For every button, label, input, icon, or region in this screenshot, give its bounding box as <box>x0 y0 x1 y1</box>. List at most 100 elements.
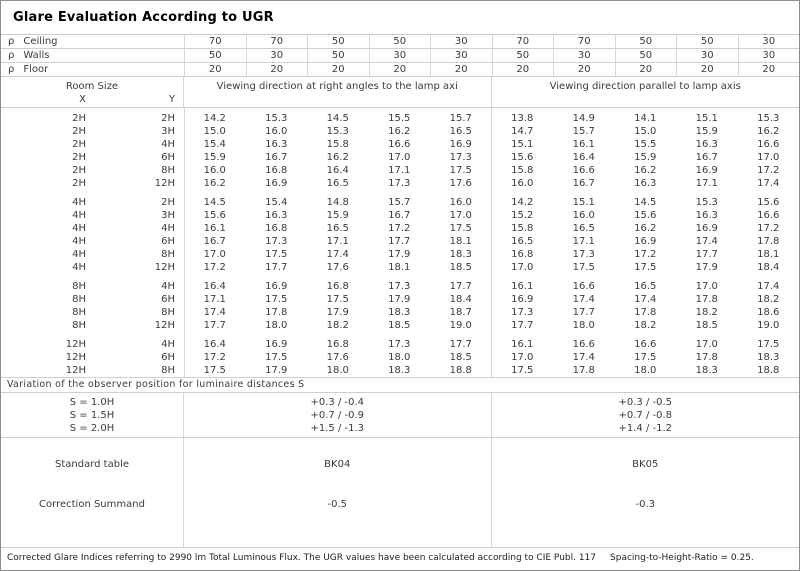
ugr-value: 18.1 <box>757 249 780 260</box>
ugr-value: 17.1 <box>572 236 595 247</box>
ugr-value: 16.5 <box>326 178 349 189</box>
reflectance-value: 70 <box>553 35 615 48</box>
reflectance-value: 20 <box>368 63 431 76</box>
ugr-value: 18.2 <box>326 320 349 331</box>
ugr-value: 17.5 <box>265 294 288 305</box>
ugr-value: 16.8 <box>265 165 288 176</box>
ugr-value: 16.9 <box>265 178 288 189</box>
ugr-value: 16.8 <box>326 281 349 292</box>
ugr-row: 12H 6H 17.2 17.5 17.6 18.0 18.5 17.0 17.4 17.5 17.… <box>1 351 799 364</box>
ugr-row: 8H 8H 17.4 17.8 17.9 18.3 18.7 17.3 17.7 17.8 18.2… <box>1 306 799 319</box>
ugr-value: 18.0 <box>265 320 288 331</box>
ugr-row: 4H 4H 16.1 16.8 16.5 17.2 17.5 15.8 16.5 16.2 16.9… <box>1 222 799 235</box>
right-group-header: Viewing direction parallel to lamp axis <box>549 81 741 92</box>
column-divider-middle <box>491 108 492 377</box>
ugr-value: 17.2 <box>634 249 657 260</box>
ugr-value: 16.6 <box>634 339 657 350</box>
summary-right-column: BK05 -0.3 <box>492 438 800 547</box>
standard-table-left-value: BK04 <box>324 459 351 470</box>
ugr-value: 17.4 <box>757 281 780 292</box>
reflectance-value: 30 <box>737 49 800 62</box>
ugr-value: 17.6 <box>326 352 349 363</box>
summary-label-column: Standard table Correction Summand <box>1 438 184 547</box>
room-size-x: 4H <box>72 210 86 221</box>
ugr-value: 18.3 <box>388 365 411 376</box>
ugr-value: 15.0 <box>203 126 226 137</box>
ugr-value: 17.0 <box>695 281 718 292</box>
table-header: Room Size X Y Viewing direction at right… <box>1 77 799 108</box>
ugr-value: 15.6 <box>203 210 226 221</box>
ugr-value: 18.5 <box>449 262 472 273</box>
ugr-block: 8H 4H 16.4 16.9 16.8 17.3 17.7 16.1 16.6 16.5 17.0… <box>1 280 799 332</box>
s-variation-left-value: +0.7 / -0.9 <box>310 410 365 421</box>
ugr-value: 16.6 <box>757 139 780 150</box>
ugr-value: 17.7 <box>449 339 472 350</box>
ugr-value: 14.8 <box>326 197 349 208</box>
ugr-value: 17.3 <box>511 307 534 318</box>
reflectance-value: 50 <box>307 35 369 48</box>
ugr-value: 18.0 <box>572 320 595 331</box>
room-size-x: 2H <box>72 139 86 150</box>
ugr-value: 17.2 <box>203 352 226 363</box>
ugr-value: 16.5 <box>511 236 534 247</box>
reflectance-row: ρ Ceiling 70 70 50 50 30 70 70 50 50 30 <box>1 35 799 49</box>
ugr-value: 17.8 <box>572 365 595 376</box>
ugr-value: 17.2 <box>388 223 411 234</box>
ugr-value: 17.7 <box>511 320 534 331</box>
reflectance-value: 70 <box>184 35 246 48</box>
ugr-value: 16.3 <box>695 139 718 150</box>
reflectance-value: 20 <box>184 63 246 76</box>
summary-left-column: BK04 -0.5 <box>184 438 492 547</box>
s-variation-right-value: +0.3 / -0.5 <box>618 397 673 408</box>
room-size-x: 12H <box>65 339 86 350</box>
reflectance-value: 20 <box>553 63 615 76</box>
ugr-value: 16.7 <box>695 152 718 163</box>
reflectance-value: 30 <box>368 49 431 62</box>
reflectance-value: 20 <box>676 63 738 76</box>
room-size-x: 4H <box>72 249 86 260</box>
ugr-value: 16.4 <box>203 339 226 350</box>
ugr-value: 17.0 <box>757 152 780 163</box>
room-size-x: 2H <box>72 165 86 176</box>
ugr-value: 14.2 <box>511 197 534 208</box>
ugr-row: 2H 12H 16.2 16.9 16.5 17.3 17.6 16.0 16.7 16.3 17.… <box>1 177 799 190</box>
ugr-value: 16.9 <box>511 294 534 305</box>
variation-section-title: Variation of the observer position for l… <box>1 378 799 393</box>
ugr-value: 16.7 <box>572 178 595 189</box>
ugr-value: 16.7 <box>388 210 411 221</box>
ugr-value: 17.0 <box>511 352 534 363</box>
ugr-row: 12H 4H 16.4 16.9 16.8 17.3 17.7 16.1 16.6 16.6 17.… <box>1 338 799 351</box>
room-size-x: 12H <box>65 352 86 363</box>
ugr-value: 15.6 <box>757 197 780 208</box>
ugr-value: 17.5 <box>203 365 226 376</box>
ugr-value: 16.2 <box>203 178 226 189</box>
ugr-value: 17.9 <box>388 249 411 260</box>
ugr-value: 14.5 <box>326 113 349 124</box>
ugr-block: 4H 2H 14.5 15.4 14.8 15.7 16.0 14.2 15.1 14.5 15.3… <box>1 196 799 274</box>
ugr-value: 16.9 <box>695 223 718 234</box>
ugr-row: 2H 2H 14.2 15.3 14.5 15.5 15.7 13.8 14.9 14.1 15.1… <box>1 112 799 125</box>
ugr-value: 18.6 <box>757 307 780 318</box>
ugr-value: 16.2 <box>757 126 780 137</box>
room-size-label: Room Size <box>65 81 119 92</box>
ugr-value: 15.7 <box>449 113 472 124</box>
ugr-value: 15.9 <box>203 152 226 163</box>
ugr-value: 17.3 <box>388 339 411 350</box>
ugr-value: 16.0 <box>511 178 534 189</box>
footer-note: Corrected Glare Indices referring to 299… <box>1 548 799 570</box>
reflectance-value: 20 <box>737 63 800 76</box>
ugr-value: 17.9 <box>326 307 349 318</box>
ugr-value: 17.4 <box>572 294 595 305</box>
ugr-value: 18.1 <box>388 262 411 273</box>
ugr-value: 15.8 <box>511 223 534 234</box>
ugr-row: 2H 3H 15.0 16.0 15.3 16.2 16.5 14.7 15.7 15.0 15.9… <box>1 125 799 138</box>
ugr-value: 15.3 <box>326 126 349 137</box>
room-size-x: 8H <box>72 320 86 331</box>
s-values-left-column: +0.3 / -0.4 +0.7 / -0.9 +1.5 / -1.3 <box>184 393 492 437</box>
ugr-value: 16.9 <box>265 339 288 350</box>
ugr-value: 17.8 <box>634 307 657 318</box>
reflectance-value: 30 <box>430 35 492 48</box>
room-size-y: 6H <box>161 352 175 363</box>
ugr-value: 17.6 <box>449 178 472 189</box>
room-size-y: 12H <box>154 178 175 189</box>
